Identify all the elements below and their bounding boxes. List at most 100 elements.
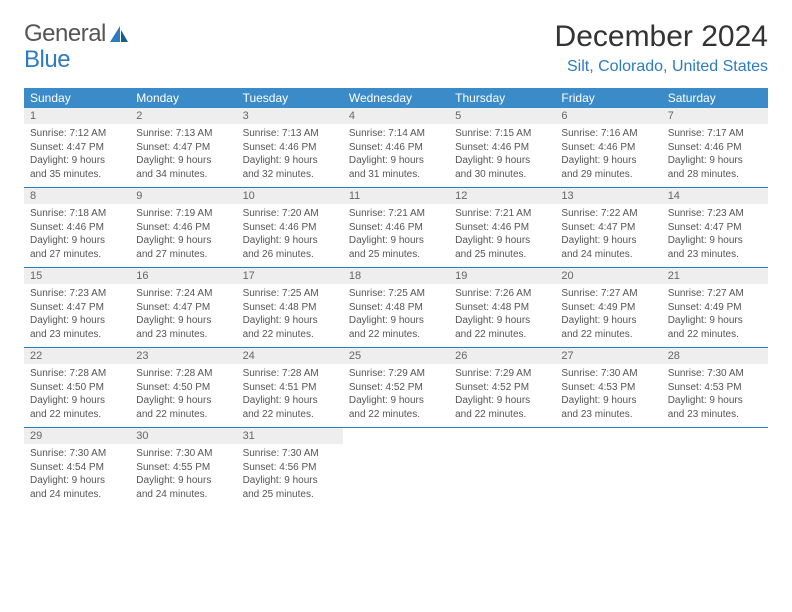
calendar-cell: 20Sunrise: 7:27 AMSunset: 4:49 PMDayligh… [555,268,661,348]
sunset-text: Sunset: 4:47 PM [136,141,230,155]
sunrise-text: Sunrise: 7:18 AM [30,207,124,221]
header: General December 2024 Silt, Colorado, Un… [24,20,768,76]
day-number: 29 [24,428,130,444]
calendar-cell: 10Sunrise: 7:20 AMSunset: 4:46 PMDayligh… [237,188,343,268]
day-details: Sunrise: 7:21 AMSunset: 4:46 PMDaylight:… [449,204,555,267]
sunset-text: Sunset: 4:46 PM [30,221,124,235]
daylight-text: Daylight: 9 hours and 23 minutes. [668,234,762,261]
calendar-cell: 31Sunrise: 7:30 AMSunset: 4:56 PMDayligh… [237,428,343,508]
calendar-cell: 3Sunrise: 7:13 AMSunset: 4:46 PMDaylight… [237,108,343,188]
day-header: Wednesday [343,88,449,108]
day-details: Sunrise: 7:26 AMSunset: 4:48 PMDaylight:… [449,284,555,347]
sunrise-text: Sunrise: 7:25 AM [243,287,337,301]
calendar-cell: 11Sunrise: 7:21 AMSunset: 4:46 PMDayligh… [343,188,449,268]
day-header: Tuesday [237,88,343,108]
sunrise-text: Sunrise: 7:30 AM [561,367,655,381]
sunrise-text: Sunrise: 7:30 AM [30,447,124,461]
day-details: Sunrise: 7:30 AMSunset: 4:54 PMDaylight:… [24,444,130,507]
day-details: Sunrise: 7:21 AMSunset: 4:46 PMDaylight:… [343,204,449,267]
day-number: 18 [343,268,449,284]
day-details: Sunrise: 7:30 AMSunset: 4:56 PMDaylight:… [237,444,343,507]
day-number: 6 [555,108,661,124]
daylight-text: Daylight: 9 hours and 25 minutes. [349,234,443,261]
day-number: 12 [449,188,555,204]
calendar-week: 15Sunrise: 7:23 AMSunset: 4:47 PMDayligh… [24,268,768,348]
day-details: Sunrise: 7:23 AMSunset: 4:47 PMDaylight:… [24,284,130,347]
daylight-text: Daylight: 9 hours and 26 minutes. [243,234,337,261]
day-number: 27 [555,348,661,364]
calendar-cell [662,428,768,508]
sunrise-text: Sunrise: 7:12 AM [30,127,124,141]
sunrise-text: Sunrise: 7:21 AM [349,207,443,221]
day-details: Sunrise: 7:17 AMSunset: 4:46 PMDaylight:… [662,124,768,187]
day-number: 17 [237,268,343,284]
calendar-cell: 19Sunrise: 7:26 AMSunset: 4:48 PMDayligh… [449,268,555,348]
daylight-text: Daylight: 9 hours and 32 minutes. [243,154,337,181]
daylight-text: Daylight: 9 hours and 22 minutes. [455,314,549,341]
calendar-cell: 22Sunrise: 7:28 AMSunset: 4:50 PMDayligh… [24,348,130,428]
daylight-text: Daylight: 9 hours and 24 minutes. [30,474,124,501]
daylight-text: Daylight: 9 hours and 30 minutes. [455,154,549,181]
sunrise-text: Sunrise: 7:14 AM [349,127,443,141]
day-number: 13 [555,188,661,204]
sunrise-text: Sunrise: 7:13 AM [136,127,230,141]
daylight-text: Daylight: 9 hours and 25 minutes. [455,234,549,261]
sunset-text: Sunset: 4:46 PM [455,221,549,235]
daylight-text: Daylight: 9 hours and 22 minutes. [561,314,655,341]
daylight-text: Daylight: 9 hours and 22 minutes. [668,314,762,341]
sunrise-text: Sunrise: 7:30 AM [136,447,230,461]
location: Silt, Colorado, United States [555,58,768,76]
calendar-cell: 5Sunrise: 7:15 AMSunset: 4:46 PMDaylight… [449,108,555,188]
day-number: 20 [555,268,661,284]
calendar-cell: 26Sunrise: 7:29 AMSunset: 4:52 PMDayligh… [449,348,555,428]
calendar-cell: 6Sunrise: 7:16 AMSunset: 4:46 PMDaylight… [555,108,661,188]
sunset-text: Sunset: 4:52 PM [455,381,549,395]
day-details: Sunrise: 7:30 AMSunset: 4:53 PMDaylight:… [555,364,661,427]
day-header: Sunday [24,88,130,108]
day-number: 23 [130,348,236,364]
sunset-text: Sunset: 4:56 PM [243,461,337,475]
calendar-table: SundayMondayTuesdayWednesdayThursdayFrid… [24,88,768,507]
calendar-week: 8Sunrise: 7:18 AMSunset: 4:46 PMDaylight… [24,188,768,268]
day-header: Monday [130,88,236,108]
daylight-text: Daylight: 9 hours and 31 minutes. [349,154,443,181]
sunrise-text: Sunrise: 7:23 AM [30,287,124,301]
daylight-text: Daylight: 9 hours and 22 minutes. [136,394,230,421]
day-details: Sunrise: 7:30 AMSunset: 4:53 PMDaylight:… [662,364,768,427]
logo: General [24,20,130,48]
sunrise-text: Sunrise: 7:25 AM [349,287,443,301]
day-details: Sunrise: 7:16 AMSunset: 4:46 PMDaylight:… [555,124,661,187]
day-number: 8 [24,188,130,204]
day-details: Sunrise: 7:14 AMSunset: 4:46 PMDaylight:… [343,124,449,187]
sunset-text: Sunset: 4:46 PM [349,221,443,235]
daylight-text: Daylight: 9 hours and 23 minutes. [668,394,762,421]
sunset-text: Sunset: 4:52 PM [349,381,443,395]
calendar-cell: 28Sunrise: 7:30 AMSunset: 4:53 PMDayligh… [662,348,768,428]
day-number: 9 [130,188,236,204]
day-number: 25 [343,348,449,364]
day-details: Sunrise: 7:25 AMSunset: 4:48 PMDaylight:… [343,284,449,347]
sunset-text: Sunset: 4:46 PM [243,141,337,155]
day-number: 14 [662,188,768,204]
calendar-cell: 24Sunrise: 7:28 AMSunset: 4:51 PMDayligh… [237,348,343,428]
daylight-text: Daylight: 9 hours and 22 minutes. [30,394,124,421]
calendar-cell: 15Sunrise: 7:23 AMSunset: 4:47 PMDayligh… [24,268,130,348]
day-details: Sunrise: 7:18 AMSunset: 4:46 PMDaylight:… [24,204,130,267]
calendar-header-row: SundayMondayTuesdayWednesdayThursdayFrid… [24,88,768,108]
day-details: Sunrise: 7:25 AMSunset: 4:48 PMDaylight:… [237,284,343,347]
daylight-text: Daylight: 9 hours and 22 minutes. [243,394,337,421]
day-header: Saturday [662,88,768,108]
sunrise-text: Sunrise: 7:28 AM [136,367,230,381]
sunset-text: Sunset: 4:48 PM [243,301,337,315]
daylight-text: Daylight: 9 hours and 23 minutes. [30,314,124,341]
sunset-text: Sunset: 4:46 PM [349,141,443,155]
day-number: 16 [130,268,236,284]
daylight-text: Daylight: 9 hours and 22 minutes. [349,394,443,421]
calendar-cell: 29Sunrise: 7:30 AMSunset: 4:54 PMDayligh… [24,428,130,508]
daylight-text: Daylight: 9 hours and 28 minutes. [668,154,762,181]
sunset-text: Sunset: 4:48 PM [455,301,549,315]
sunrise-text: Sunrise: 7:28 AM [243,367,337,381]
sunrise-text: Sunrise: 7:23 AM [668,207,762,221]
daylight-text: Daylight: 9 hours and 22 minutes. [349,314,443,341]
day-details: Sunrise: 7:13 AMSunset: 4:46 PMDaylight:… [237,124,343,187]
